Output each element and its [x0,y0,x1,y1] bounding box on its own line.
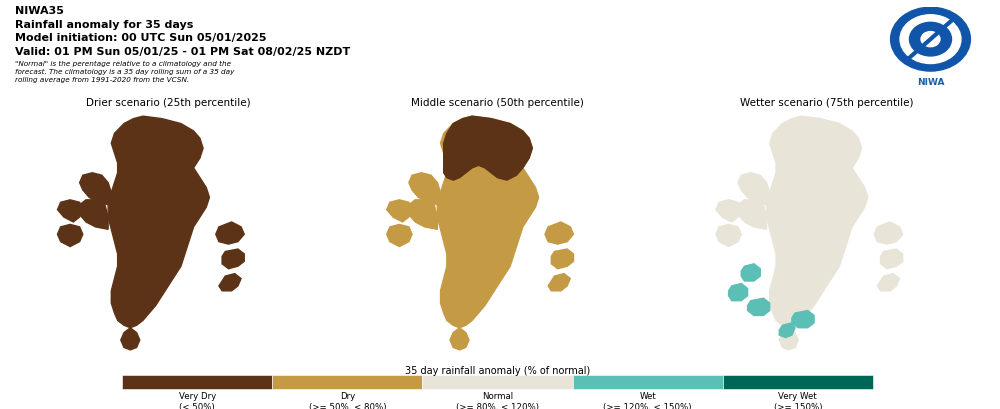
Bar [122,375,272,389]
Circle shape [921,32,940,47]
Polygon shape [437,117,539,328]
Bar [422,375,573,389]
Polygon shape [779,323,795,338]
Polygon shape [738,200,767,230]
Polygon shape [387,225,412,247]
Polygon shape [551,249,573,269]
Polygon shape [738,173,770,205]
Polygon shape [877,274,900,291]
Polygon shape [548,274,570,291]
Polygon shape [741,264,760,281]
Text: NIWA35
Rainfall anomaly for 35 days
Model initiation: 00 UTC Sun 05/01/2025
Vali: NIWA35 Rainfall anomaly for 35 days Mode… [15,6,350,57]
Polygon shape [444,117,532,181]
Polygon shape [874,222,903,245]
Text: Wet
(>= 120%, < 150%): Wet (>= 120%, < 150%) [603,391,692,409]
Bar [272,375,422,389]
Polygon shape [57,225,83,247]
Text: Very Wet
(>= 150%): Very Wet (>= 150%) [774,391,822,409]
Polygon shape [779,328,798,350]
Polygon shape [450,328,469,350]
Circle shape [900,16,961,64]
Text: Normal
(>= 80%, < 120%): Normal (>= 80%, < 120%) [456,391,539,409]
Text: Very Dry
(< 50%): Very Dry (< 50%) [179,391,216,409]
Polygon shape [409,173,441,205]
Text: 35 day rainfall anomaly (% of normal): 35 day rainfall anomaly (% of normal) [405,365,590,375]
Polygon shape [108,117,209,328]
Text: "Normal" is the perentage relative to a climatology and the
forecast. The climat: "Normal" is the perentage relative to a … [15,61,234,83]
Polygon shape [409,200,437,230]
Polygon shape [387,200,412,222]
Polygon shape [222,249,244,269]
Title: Drier scenario (25th percentile): Drier scenario (25th percentile) [86,97,251,107]
Polygon shape [219,274,241,291]
Bar [723,375,873,389]
Title: Wetter scenario (75th percentile): Wetter scenario (75th percentile) [740,97,913,107]
Polygon shape [216,222,244,245]
Polygon shape [767,117,868,328]
Text: Dry
(>= 50%, < 80%): Dry (>= 50%, < 80%) [309,391,386,409]
Polygon shape [716,225,741,247]
Polygon shape [121,328,140,350]
Polygon shape [748,299,770,316]
Polygon shape [881,249,903,269]
Polygon shape [716,200,741,222]
Circle shape [910,23,952,57]
Text: NIWA: NIWA [917,77,944,86]
Polygon shape [545,222,573,245]
Circle shape [891,8,970,72]
Bar [573,375,723,389]
Polygon shape [80,200,108,230]
Title: Middle scenario (50th percentile): Middle scenario (50th percentile) [411,97,584,107]
Polygon shape [792,311,814,328]
Polygon shape [80,173,111,205]
Polygon shape [729,284,748,301]
Polygon shape [57,200,83,222]
